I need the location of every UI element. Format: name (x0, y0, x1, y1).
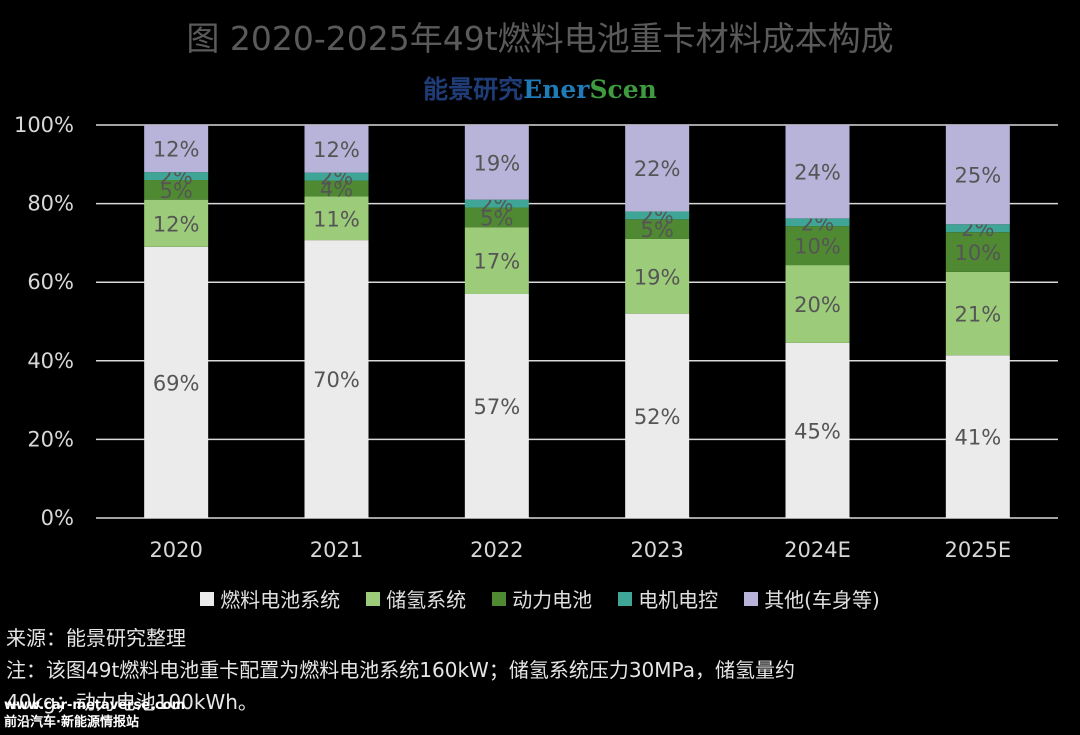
legend: 燃料电池系统 储氢系统 动力电池 电机电控 其他(车身等) (0, 584, 1080, 613)
data-label: 24% (794, 161, 841, 185)
y-tick-label: 60% (27, 270, 74, 294)
legend-item: 储氢系统 (366, 584, 466, 613)
data-label: 21% (954, 303, 1001, 327)
bar-segment (785, 342, 850, 518)
legend-swatch (366, 591, 381, 606)
bar-segment (144, 180, 209, 200)
watermark: www.car-metaverse.com 前沿汽车·新能源情报站 (4, 697, 185, 731)
data-label: 57% (473, 395, 520, 419)
stacked-bar-chart: 0%20%40%60%80%100% 69%12%5%2%12%70%11%4%… (14, 113, 1058, 562)
x-tick-label: 2022 (470, 538, 523, 562)
data-label: 69% (153, 371, 200, 395)
data-label: 5% (160, 179, 193, 203)
data-label: 12% (153, 212, 200, 236)
bar-segment (625, 313, 690, 518)
x-tick-label: 2021 (310, 538, 363, 562)
legend-swatch (200, 591, 215, 606)
bar-segment (785, 226, 850, 266)
legend-swatch (492, 591, 507, 606)
logo-en-text-1: Ener (523, 75, 590, 104)
logo-cn-text: 能景研究 (423, 75, 524, 104)
x-tick-label: 2020 (149, 538, 202, 562)
x-axis: 2020 2021 2022 2023 2024E 2025E (149, 538, 1011, 562)
data-label: 20% (794, 293, 841, 317)
source-text: 来源：能景研究整理 (6, 626, 186, 650)
bar-segment (625, 219, 690, 239)
bar-segment (304, 180, 369, 197)
data-label: 5% (641, 218, 674, 242)
data-label: 22% (634, 157, 681, 181)
y-tick-label: 80% (27, 192, 74, 216)
bar-segment (785, 265, 850, 343)
legend-label: 储氢系统 (386, 588, 467, 612)
bar-segment (625, 211, 690, 220)
y-tick-label: 100% (14, 113, 74, 137)
bar-segment (464, 293, 529, 518)
legend-item: 燃料电池系统 (200, 584, 340, 613)
watermark-url: www.car-metaverse.com (4, 698, 186, 713)
chart-title: 图 2020-2025年49t燃料电池重卡材料成本构成 (186, 19, 894, 58)
bars: 69%12%5%2%12%70%11%4%2%12%57%17%5%2%19%5… (144, 125, 1010, 518)
y-tick-label: 40% (27, 349, 74, 373)
x-tick-label: 2025E (944, 538, 1011, 562)
bar-segment (945, 232, 1010, 272)
bar-segment (945, 125, 1010, 225)
bar-segment (304, 172, 369, 181)
data-label: 17% (473, 250, 520, 274)
y-tick-label: 20% (27, 427, 74, 451)
x-tick-label: 2024E (784, 538, 851, 562)
data-label: 52% (634, 405, 681, 429)
data-label: 45% (794, 419, 841, 443)
note-line-2: 40kg；动力电池100kWh。 (6, 690, 258, 714)
data-label: 12% (153, 138, 200, 162)
data-label: 10% (794, 235, 841, 259)
bar-segment (785, 125, 850, 219)
bar-segment (785, 218, 850, 227)
bar-segment (945, 355, 1010, 518)
legend-item: 其他(车身等) (744, 584, 880, 613)
data-label: 25% (954, 164, 1001, 188)
y-tick-label: 0% (41, 506, 74, 530)
bar-segment (144, 246, 209, 518)
data-label: 5% (480, 206, 513, 230)
enerscen-logo: 能景研究EnerScen (0, 70, 1080, 106)
data-label: 11% (313, 207, 360, 231)
notes: 来源：能景研究整理 注：该图49t燃料电池重卡配置为燃料电池系统160kW；储氢… (6, 622, 1076, 718)
bar-segment (464, 207, 529, 228)
bar-segment (945, 224, 1010, 233)
legend-item: 电机电控 (618, 584, 718, 613)
grid-lines (96, 124, 1058, 519)
data-label: 41% (954, 426, 1001, 450)
bar-segment (464, 199, 529, 208)
bar-segment (625, 125, 690, 212)
bar-segment (945, 271, 1010, 356)
legend-label: 动力电池 (512, 588, 593, 612)
legend-label: 电机电控 (638, 588, 719, 612)
legend-item: 动力电池 (492, 584, 592, 613)
bar-segment (304, 125, 369, 173)
legend-label: 其他(车身等) (764, 588, 880, 612)
note-line-1: 注：该图49t燃料电池重卡配置为燃料电池系统160kW；储氢系统压力30MPa，… (6, 658, 795, 682)
data-label: 19% (634, 265, 681, 289)
data-label: 4% (320, 178, 353, 202)
data-label: 10% (954, 241, 1001, 265)
bar-segment (144, 199, 209, 247)
bar-segment (144, 172, 209, 181)
bar-segment (464, 227, 529, 294)
watermark-site: 前沿汽车·新能源情报站 (4, 715, 139, 730)
bar-segment (304, 196, 369, 241)
bar-segment (144, 125, 209, 173)
bar-segment (464, 125, 529, 200)
x-tick-label: 2023 (630, 538, 683, 562)
bar-segment (304, 240, 369, 518)
legend-label: 燃料电池系统 (220, 588, 341, 612)
y-axis: 0% 20% 40% 60% 80% 100% (14, 113, 74, 530)
data-label: 70% (313, 368, 360, 392)
legend-swatch (618, 591, 633, 606)
data-label: 12% (313, 138, 360, 162)
data-label: 19% (473, 151, 520, 175)
legend-swatch (744, 591, 759, 606)
logo-en-text-2: Scen (589, 75, 657, 104)
bar-segment (625, 238, 690, 314)
